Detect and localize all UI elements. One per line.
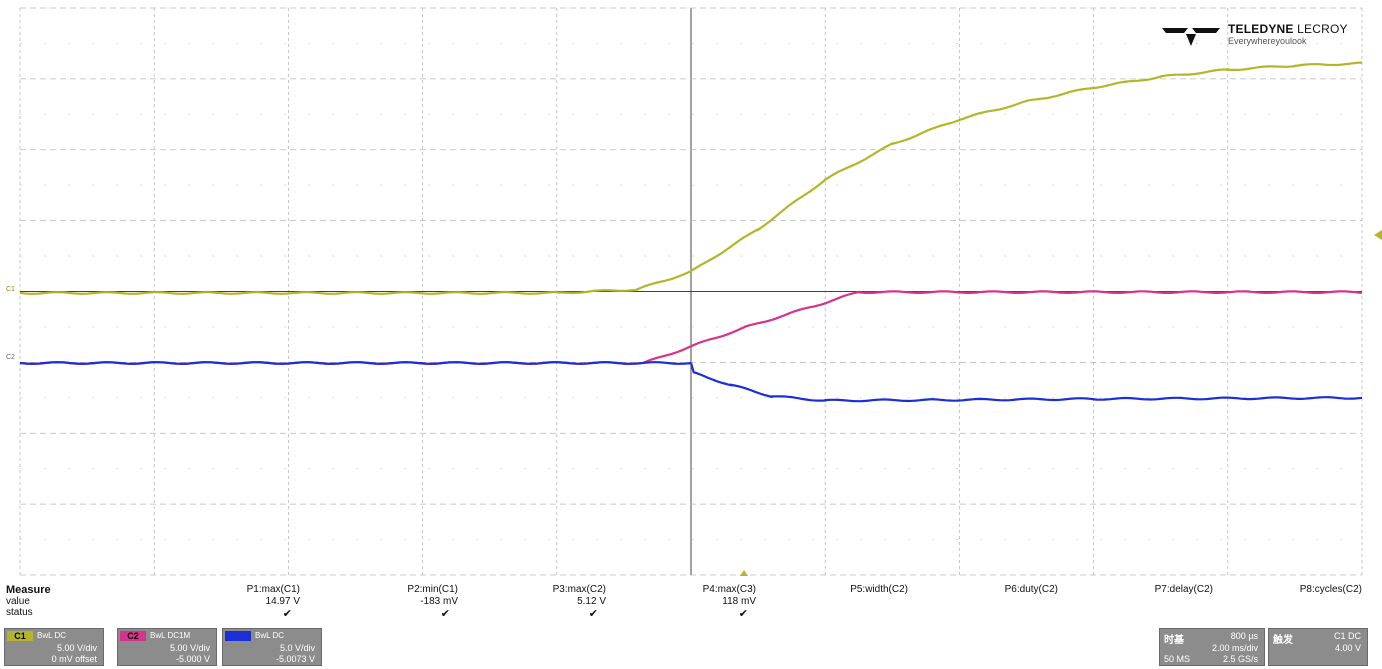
channel-tag: C2 [120, 631, 146, 641]
measure-name: P7:delay(C2) [1154, 584, 1213, 595]
c1-trace [19, 61, 1363, 295]
channel-tag [225, 631, 251, 641]
measure-value: 118 mV [722, 596, 756, 607]
trigger-descriptor[interactable]: 触发 C1 DC 4.00 V [1268, 628, 1368, 666]
measure-title: Measure [6, 584, 51, 596]
measure-name: P5:width(C2) [850, 584, 908, 595]
teledyne-lecroy-logo: TELEDYNE LECROY Everywhereyoulook [1162, 20, 1367, 56]
channel-coupling: BwL DC [255, 631, 285, 640]
measure-row-value-label: value [6, 596, 30, 607]
channel-offset: 0 mV offset [51, 654, 97, 664]
channel-offset: -5.000 V [175, 654, 210, 664]
channel-descriptor-c3[interactable]: BwL DC 5.0 V/div -5.0073 V [222, 628, 322, 666]
channel-tag: C1 [7, 631, 33, 641]
timebase-descriptor[interactable]: 时基 800 µs 2.00 ms/div 50 MS 2.5 GS/s [1159, 628, 1265, 666]
measure-name: P1:max(C1) [246, 584, 300, 595]
measure-name: P8:cycles(C2) [1299, 584, 1362, 595]
timebase-delay: 800 µs [1230, 631, 1258, 641]
timebase-samples: 50 MS [1164, 654, 1191, 664]
trigger-level: 4.00 V [1334, 643, 1361, 653]
brand-name: TELEDYNE LECROY [1228, 22, 1348, 36]
graticule [19, 7, 1363, 576]
channel-descriptor-c1[interactable]: C1 BwL DC 5.00 V/div 0 mV offset [4, 628, 104, 666]
channel-coupling: BwL DC1M [150, 631, 191, 640]
trigger-level-marker[interactable] [1374, 230, 1382, 240]
measure-status: ✔ [738, 608, 748, 620]
brand-tagline: Everywhereyoulook [1228, 36, 1307, 46]
channel-markers: C1 C2 [6, 286, 15, 361]
trigger-time-marker[interactable] [740, 570, 748, 576]
waveform-display: C1 C2 [6, 7, 1382, 576]
timebase-header: 时基 [1164, 635, 1184, 646]
measure-name: P2:min(C1) [407, 584, 458, 595]
channel-coupling: BwL DC [37, 631, 67, 640]
measure-value: -183 mV [420, 596, 458, 607]
lecroy-logo-icon [1162, 28, 1220, 46]
waveform-traces [19, 61, 1363, 403]
timebase-tdiv: 2.00 ms/div [1211, 643, 1258, 653]
channel-vdiv: 5.00 V/div [56, 643, 97, 653]
trigger-header: 触发 [1273, 635, 1293, 646]
c2-ground-marker: C2 [6, 354, 15, 361]
timebase-rate: 2.5 GS/s [1222, 654, 1258, 664]
measure-row-status-label: status [6, 607, 33, 618]
c3-trace [19, 361, 1363, 403]
measure-name: P3:max(C2) [552, 584, 606, 595]
measure-value: 5.12 V [577, 596, 606, 607]
channel-descriptor-c2[interactable]: C2 BwL DC1M 5.00 V/div -5.000 V [117, 628, 217, 666]
measure-name: P6:duty(C2) [1004, 584, 1058, 595]
measure-status: ✔ [588, 608, 598, 620]
c1-ground-marker: C1 [6, 286, 15, 293]
measure-value: 14.97 V [265, 596, 300, 607]
measure-status: ✔ [282, 608, 292, 620]
measure-name: P4:max(C3) [702, 584, 756, 595]
measure-status: ✔ [440, 608, 450, 620]
trigger-mode: C1 DC [1333, 631, 1361, 641]
channel-vdiv: 5.0 V/div [279, 643, 315, 653]
channel-offset: -5.0073 V [275, 654, 315, 664]
measure-table: Measure value status P1:max(C1) 14.97 V ✔ P… [0, 584, 1382, 626]
channel-vdiv: 5.00 V/div [169, 643, 210, 653]
